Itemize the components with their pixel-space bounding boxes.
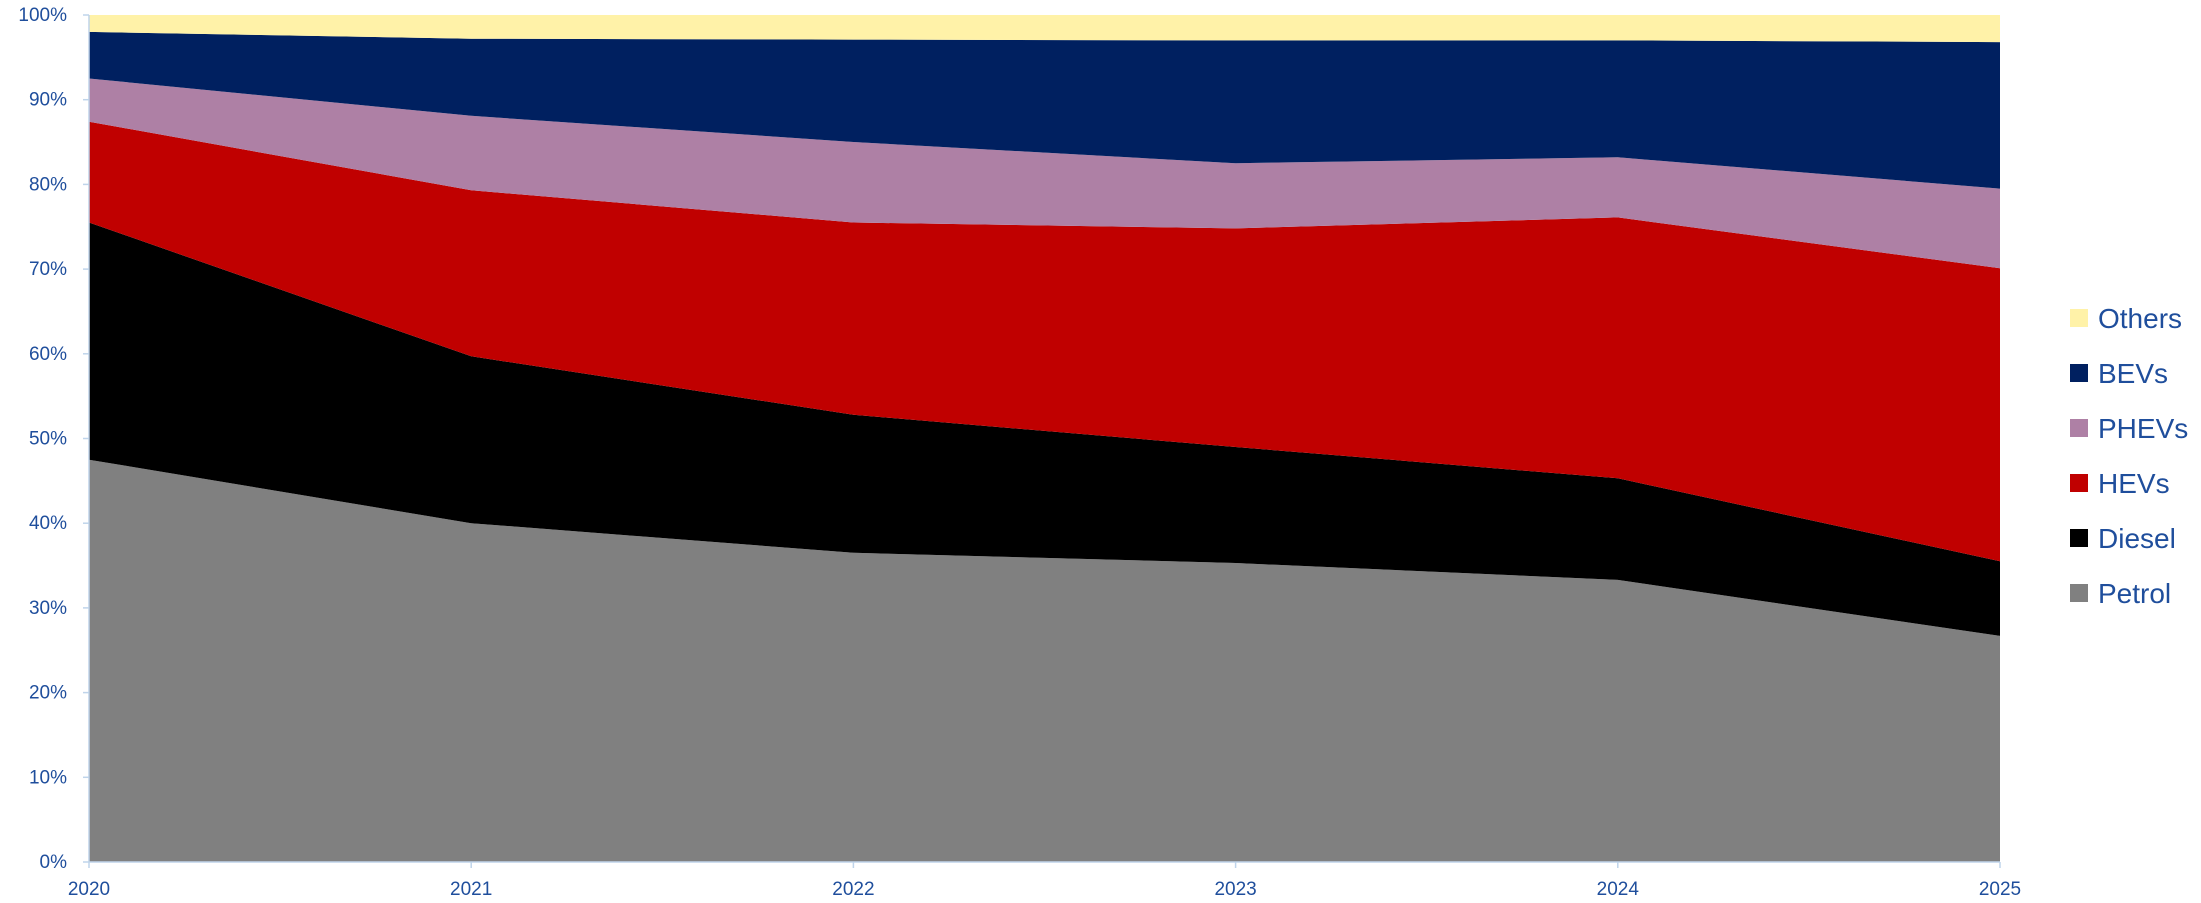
legend-swatch-others	[2070, 309, 2088, 327]
y-tick-label: 20%	[29, 683, 67, 704]
y-tick-label: 100%	[18, 5, 67, 26]
legend-label-petrol: Petrol	[2098, 578, 2171, 609]
x-tick-label: 2022	[832, 879, 874, 900]
legend-swatch-diesel	[2070, 529, 2088, 547]
legend-label-diesel: Diesel	[2098, 523, 2176, 554]
y-tick-label: 90%	[29, 90, 67, 111]
legend-label-phevs: PHEVs	[2098, 413, 2188, 444]
x-tick-label: 2024	[1597, 879, 1640, 900]
y-tick-label: 30%	[29, 598, 67, 619]
legend-label-hevs: HEVs	[2098, 468, 2170, 499]
x-tick-label: 2025	[1979, 879, 2021, 900]
y-tick-label: 10%	[29, 767, 67, 788]
x-tick-label: 2023	[1214, 879, 1256, 900]
legend-label-others: Others	[2098, 303, 2182, 334]
legend: Others BEVs PHEVs HEVs Diesel Petrol	[2070, 303, 2188, 609]
y-tick-label: 80%	[29, 174, 67, 195]
x-tick-label: 2021	[450, 879, 492, 900]
y-tick-label: 60%	[29, 344, 67, 365]
legend-swatch-phevs	[2070, 419, 2088, 437]
legend-swatch-hevs	[2070, 474, 2088, 492]
y-tick-label: 0%	[40, 852, 68, 873]
y-tick-label: 40%	[29, 513, 67, 534]
y-tick-label: 50%	[29, 429, 67, 450]
y-tick-label: 70%	[29, 259, 67, 280]
area-series-group	[89, 15, 2000, 862]
legend-swatch-bevs	[2070, 364, 2088, 382]
x-tick-label: 2020	[68, 879, 110, 900]
legend-swatch-petrol	[2070, 584, 2088, 602]
legend-label-bevs: BEVs	[2098, 358, 2168, 389]
